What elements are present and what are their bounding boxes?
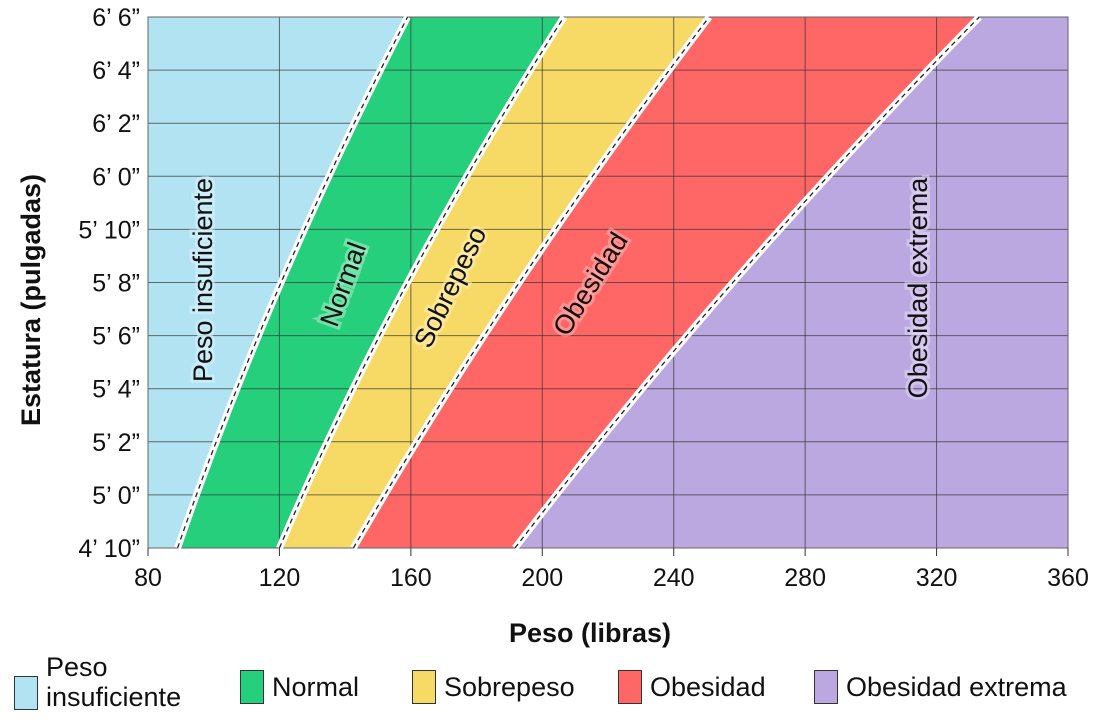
boundary-line — [176, 16, 409, 549]
y-tick-label: 6’ 4” — [92, 57, 140, 85]
y-tick-label: 5’ 6” — [92, 323, 140, 351]
x-tick-label: 120 — [259, 564, 301, 592]
region-label: Obesidad extrema — [903, 177, 933, 399]
legend-item-obesidad: Obesidad — [618, 670, 766, 704]
x-tick-label: 200 — [521, 564, 563, 592]
y-tick-label: 5’ 4” — [92, 376, 140, 404]
legend-label: Sobrepeso — [444, 672, 575, 702]
y-tick-label: 6’ 6” — [92, 4, 140, 32]
y-tick-label: 5’ 8” — [92, 270, 140, 298]
x-tick-label: 280 — [784, 564, 826, 592]
x-tick-label: 320 — [916, 564, 958, 592]
y-tick-label: 5’ 10” — [78, 216, 140, 244]
y-tick-label: 4’ 10” — [78, 535, 140, 563]
x-axis-title: Peso (libras) — [509, 618, 671, 648]
x-tick-label: 160 — [390, 564, 432, 592]
legend-swatch — [618, 670, 642, 704]
x-tick-label: 360 — [1047, 564, 1089, 592]
legend-swatch — [240, 670, 264, 704]
legend-item-peso-insuficiente: Peso insuficiente — [14, 652, 181, 712]
legend-item-normal: Normal — [240, 670, 359, 704]
legend: Peso insuficiente Normal Sobrepeso Obesid… — [0, 648, 1104, 718]
y-tick-label: 5’ 2” — [92, 429, 140, 457]
legend-item-sobrepeso: Sobrepeso — [412, 670, 575, 704]
y-tick-label: 6’ 2” — [92, 110, 140, 138]
legend-label: insuficiente — [46, 682, 182, 712]
boundary-line — [514, 16, 980, 549]
region-label: Peso insuficiente — [188, 178, 218, 382]
y-tick-label: 5’ 0” — [92, 482, 140, 510]
bmi-chart: Peso insuficiente Normal Sobrepeso Obesidad… — [16, 4, 1089, 648]
legend-swatch — [14, 676, 38, 710]
legend-label: Obesidad extrema — [846, 672, 1067, 702]
legend-item-obesidad-extrema: Obesidad extrema — [814, 670, 1067, 704]
x-tick-label: 80 — [134, 564, 162, 592]
legend-label: Peso — [46, 652, 108, 682]
x-tick-label: 240 — [653, 564, 695, 592]
boundary-line — [278, 16, 565, 549]
legend-label: Obesidad — [650, 672, 766, 702]
legend-swatch — [412, 670, 436, 704]
legend-swatch — [814, 670, 838, 704]
y-tick-label: 6’ 0” — [92, 163, 140, 191]
boundary-line — [352, 16, 710, 549]
y-axis-title: Estatura (pulgadas) — [16, 174, 46, 426]
plot-frame — [147, 16, 1069, 549]
legend-label: Normal — [272, 672, 360, 702]
